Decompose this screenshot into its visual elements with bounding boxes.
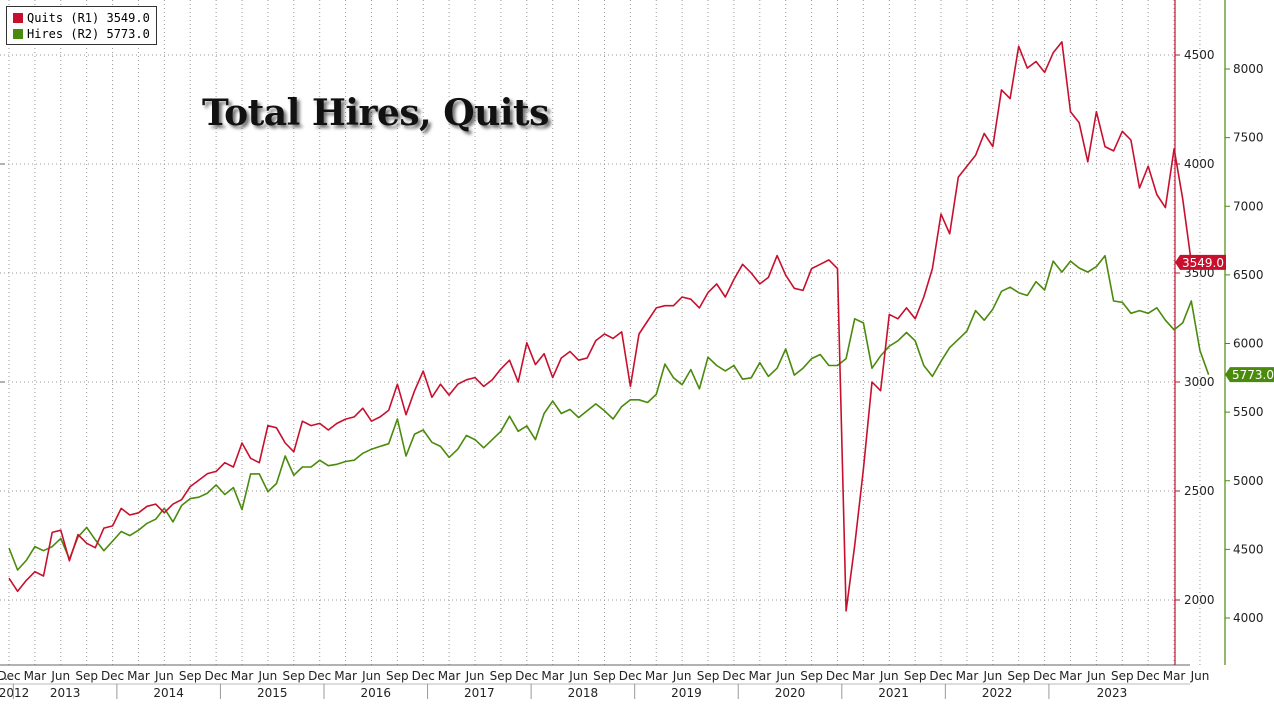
grid-layer [0,0,1201,665]
axis-x-month-label: Mar [748,669,771,683]
axis-x-month-label: Mar [438,669,461,683]
chart-title: Total Hires, Quits [202,92,549,134]
axis-r1-tick-label: 2500 [1184,484,1215,498]
axis-x-year-label: 2013 [50,686,81,700]
axis-r2-tick-label: 5500 [1233,405,1264,419]
legend-item-hires: Hires (R2) 5773.0 [13,26,150,42]
axis-x-month-label: Dec [515,669,538,683]
axis-r1-tick-label: 2000 [1184,593,1215,607]
axis-x-month-label: Sep [697,669,720,683]
axis-x-month-label: ... [0,669,11,683]
axis-x-year-label: 2016 [361,686,392,700]
axis-x-month-label: Mar [645,669,668,683]
axis-x-year-label: 2021 [878,686,909,700]
axis-r2-tick-label: 8000 [1233,62,1264,76]
axis-x-month-label: Dec [826,669,849,683]
legend-swatch-quits [13,13,23,23]
axis-x-month-label: Sep [1111,669,1134,683]
axis-x-month-label: Sep [179,669,202,683]
axis-r1-tick-label: 3000 [1184,375,1215,389]
axis-x-month-label: Dec [722,669,745,683]
axis-r2-tick-label: 7000 [1233,199,1264,213]
axis-x-month-label: Dec [412,669,435,683]
axis-r2-tick-label: 6000 [1233,337,1264,351]
axis-x-month-label: Jun [361,669,381,683]
axis-x-month-label: Jun [568,669,588,683]
axis-x-year-label: 2014 [153,686,184,700]
axis-x-month-label: Dec [1137,669,1160,683]
chart-legend: Quits (R1) 3549.0 Hires (R2) 5773.0 [6,6,157,45]
axis-x-month-label: Mar [24,669,47,683]
axis-x-month-label: Sep [904,669,927,683]
legend-label-hires: Hires (R2) 5773.0 [27,27,150,41]
axis-x-year-label: 2019 [671,686,702,700]
axis-x-month-label: Sep [282,669,305,683]
axis-x-month-label: Dec [929,669,952,683]
axis-x-month-label: Jun [879,669,899,683]
axis-x-month-label: Jun [672,669,692,683]
series-line-quits [8,41,1193,612]
axis-x-year-label: 2017 [464,686,495,700]
axis-x-month-label: Jun [50,669,70,683]
axis-x-month-label: Mar [541,669,564,683]
axis-r2-tick-label: 6500 [1233,268,1264,282]
axis-r1-tick-label: 4000 [1184,157,1215,171]
axis-x-month-label: Dec [101,669,124,683]
series-line-hires [8,254,1210,571]
axis-x-month-label: Mar [956,669,979,683]
last-value-tag-hires: 5773.0 [1232,368,1274,382]
last-value-tag-bg-quits [1175,254,1226,270]
axis-x-month-label: Sep [593,669,616,683]
axis-x-year-label: 2022 [982,686,1013,700]
axis-x-month-label: Dec [619,669,642,683]
axis-r2-tick-label: 4000 [1233,611,1264,625]
axis-x-month-label: Dec [0,669,21,683]
axis-x-month-label: Mar [1059,669,1082,683]
axis-x-month-label: Jun [982,669,1002,683]
axis-x-month-label: Jun [465,669,485,683]
axis-x-year-label: 2015 [257,686,288,700]
axis-r1-tick-label: 4500 [1184,48,1215,62]
legend-item-quits: Quits (R1) 3549.0 [13,10,150,26]
axis-x-month-label: Mar [1163,669,1186,683]
axis-x-month-label: Mar [231,669,254,683]
axis-x-year-label: 2018 [568,686,599,700]
axis-r2-tick-label: 7500 [1233,131,1264,145]
axis-x-month-label: Sep [75,669,98,683]
axis-x-month-label: Jun [1190,669,1210,683]
axis-x-month-label: Jun [258,669,278,683]
axis-x-month-label: Sep [800,669,823,683]
axis-x-month-label: Jun [1086,669,1106,683]
axis-x-month-label: Mar [127,669,150,683]
last-value-tag-bg-hires [1225,367,1274,383]
axis-x-month-label: Sep [386,669,409,683]
axis-x-month-label: Mar [852,669,875,683]
legend-label-quits: Quits (R1) 3549.0 [27,11,150,25]
axis-r2-tick-label: 4500 [1233,542,1264,556]
axis-x-month-label: Jun [775,669,795,683]
axis-x-year-label: 2020 [775,686,806,700]
legend-swatch-hires [13,29,23,39]
axis-x-month-label: Jun [154,669,174,683]
axis-x-month-label: Sep [1007,669,1030,683]
axis-x-year-label: 2012 [0,686,29,700]
axis-x-month-label: Dec [205,669,228,683]
series-layer [8,41,1210,612]
axis-x-month-label: Sep [490,669,513,683]
last-value-tag-quits: 3549.0 [1182,256,1224,270]
axis-x-year-label: 2023 [1097,686,1128,700]
axis-x-month-label: Dec [1033,669,1056,683]
axis-x-month-label: Dec [308,669,331,683]
label-layer: 3549.0 5773.0 [1175,254,1274,383]
axis-x-month-label: Mar [334,669,357,683]
axis-r2-tick-label: 5000 [1233,474,1264,488]
